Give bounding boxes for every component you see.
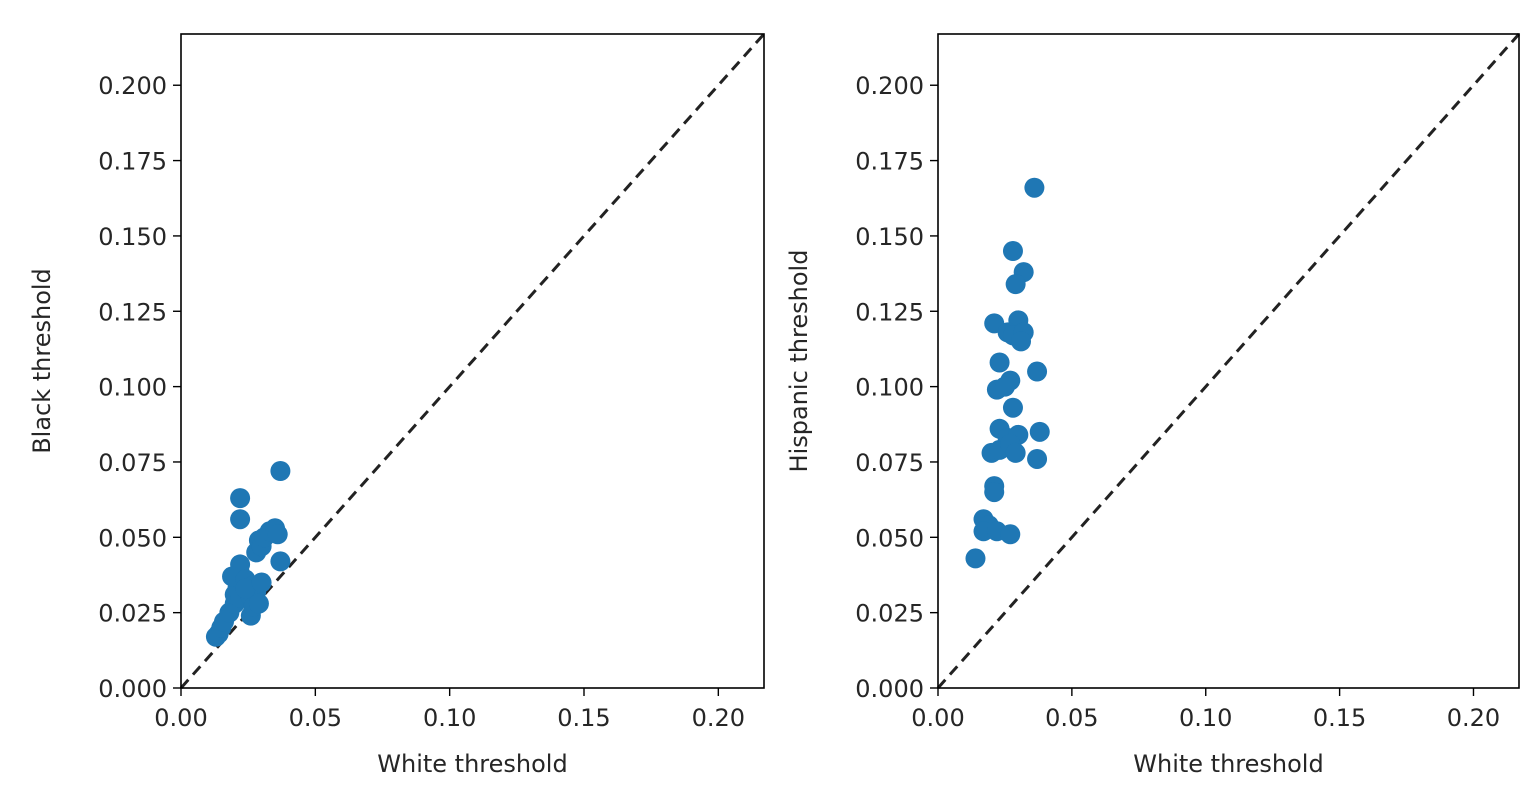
scatter-point <box>270 461 291 482</box>
y-tick-label: 0.000 <box>98 675 167 703</box>
y-tick-label: 0.025 <box>855 600 924 628</box>
plot-frame <box>937 33 1520 689</box>
x-tick-label: 0.05 <box>289 704 342 732</box>
y-tick-label: 0.100 <box>855 374 924 402</box>
scatter-point <box>270 551 291 572</box>
x-tick-label: 0.15 <box>1313 704 1366 732</box>
hispanic-vs-white-scatter-panel: 0.00 0.05 0.10 0.15 0.20 0.000 0.025 0.050 0.075… <box>785 33 1521 778</box>
scatter-point <box>994 376 1015 397</box>
y-tick-label: 0.125 <box>855 298 924 326</box>
scatter-point <box>251 572 272 593</box>
scatter-point <box>230 509 251 530</box>
black-vs-white-scatter-panel: 0.00 0.05 0.10 0.15 0.20 0.000 0.025 0.050 0.075… <box>28 33 766 778</box>
reference-diagonal-line <box>936 33 1521 689</box>
y-tick-label: 0.050 <box>98 524 167 552</box>
scatter-point <box>1002 397 1023 418</box>
scatter-point <box>989 352 1010 373</box>
scatter-point <box>248 593 269 614</box>
x-axis-label: White threshold <box>377 750 567 778</box>
scatter-point <box>1024 177 1045 198</box>
y-axis-label: Hispanic threshold <box>785 250 813 473</box>
y-tick-label: 0.050 <box>855 524 924 552</box>
y-tick-label: 0.175 <box>98 148 167 176</box>
y-axis-label: Black threshold <box>28 268 56 454</box>
scatter-point <box>1027 448 1048 469</box>
y-tick-label: 0.150 <box>98 223 167 251</box>
scatter-point <box>1029 421 1050 442</box>
plot-frame <box>180 33 765 689</box>
x-axis-label: White threshold <box>1133 750 1323 778</box>
scatter-point <box>1027 361 1048 382</box>
scatter-point <box>1000 524 1021 545</box>
y-tick-label: 0.200 <box>855 72 924 100</box>
y-tick-label: 0.000 <box>855 675 924 703</box>
scatter-point <box>267 524 288 545</box>
scatter-point <box>235 578 256 599</box>
y-tick-label: 0.150 <box>855 223 924 251</box>
y-tick-label: 0.025 <box>98 600 167 628</box>
scatter-point <box>230 488 251 509</box>
scatter-point <box>1005 442 1026 463</box>
x-tick-label: 0.20 <box>1447 704 1500 732</box>
scatter-point <box>984 482 1005 503</box>
x-tick-label: 0.00 <box>911 704 964 732</box>
x-tick-label: 0.15 <box>557 704 610 732</box>
x-tick-label: 0.20 <box>692 704 745 732</box>
y-tick-label: 0.075 <box>98 449 167 477</box>
x-tick-label: 0.00 <box>154 704 207 732</box>
scatter-point <box>1002 240 1023 261</box>
scatter-point <box>1011 331 1031 352</box>
y-tick-label: 0.075 <box>855 449 924 477</box>
scatter-point <box>965 548 986 569</box>
reference-diagonal-line <box>179 33 766 689</box>
y-tick-label: 0.175 <box>855 148 924 176</box>
y-tick-label: 0.125 <box>98 298 167 326</box>
y-tick-label: 0.100 <box>98 374 167 402</box>
x-tick-label: 0.10 <box>423 704 476 732</box>
scatter-point <box>1005 274 1026 295</box>
x-tick-label: 0.05 <box>1045 704 1098 732</box>
y-tick-label: 0.200 <box>98 72 167 100</box>
x-tick-label: 0.10 <box>1179 704 1232 732</box>
